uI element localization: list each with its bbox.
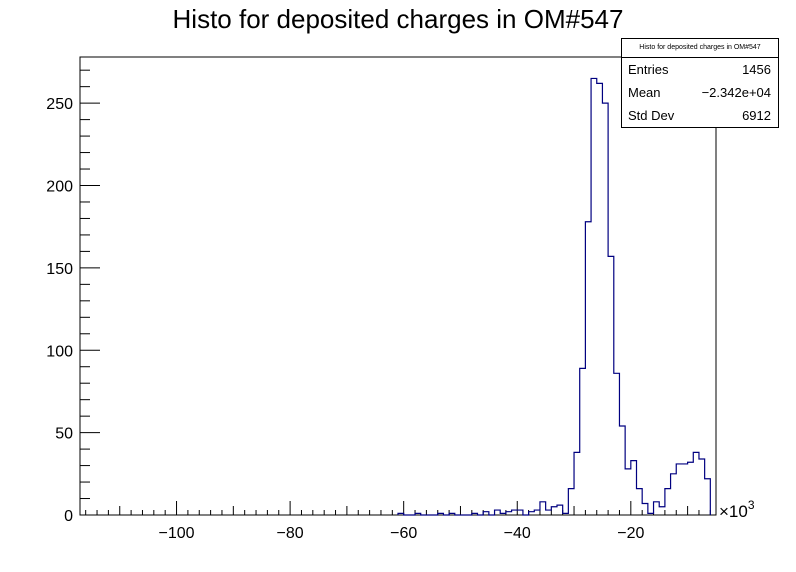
stats-row-stddev: Std Dev 6912 — [622, 104, 778, 127]
histogram-bin — [580, 368, 586, 515]
histogram-bin — [682, 464, 688, 515]
histogram-bin — [597, 83, 603, 515]
stats-value: −2.342e+04 — [701, 85, 771, 100]
histogram-bin — [517, 510, 523, 515]
histogram-bin — [534, 510, 540, 515]
histogram-bin — [705, 479, 711, 515]
histogram-bin — [637, 489, 643, 515]
histogram-bin — [642, 503, 648, 515]
histogram-bin — [574, 452, 580, 515]
histogram-bin — [665, 489, 671, 515]
x-multiplier-label: ×103 — [719, 498, 755, 521]
y-tick-label: 0 — [64, 508, 73, 525]
histogram-bin — [568, 489, 574, 515]
y-tick-label: 50 — [55, 426, 73, 443]
histogram-bin — [546, 510, 552, 515]
stats-label: Entries — [628, 62, 669, 77]
histogram-bin — [602, 103, 608, 515]
histogram-bin — [557, 505, 563, 515]
histogram-bin — [551, 507, 557, 515]
stats-value: 6912 — [742, 108, 771, 123]
x-tick-label: −20 — [617, 525, 644, 542]
stats-box-title: Histo for deposited charges in OM#547 — [622, 39, 778, 58]
histogram-bin — [699, 459, 705, 515]
y-tick-label: 200 — [46, 179, 73, 196]
histogram-series-line — [397, 77, 711, 516]
histogram-bin — [495, 510, 501, 515]
histogram-bin — [614, 373, 620, 515]
histogram-bin — [625, 469, 631, 515]
y-tick-label: 250 — [46, 96, 73, 113]
stats-row-entries: Entries 1456 — [622, 58, 778, 81]
histogram-bin — [585, 222, 591, 515]
histogram-bin — [693, 452, 699, 515]
histogram-bin — [659, 507, 665, 515]
histogram-bin — [631, 461, 637, 515]
histogram-bin — [608, 256, 614, 515]
stats-row-mean: Mean −2.342e+04 — [622, 81, 778, 104]
stats-label: Std Dev — [628, 108, 675, 123]
histogram-bin — [654, 502, 660, 515]
x-tick-label: −60 — [390, 525, 417, 542]
x-tick-label: −80 — [277, 525, 304, 542]
stats-box: Histo for deposited charges in OM#547 En… — [621, 38, 779, 128]
x-tick-label: −40 — [504, 525, 531, 542]
histogram-bin — [591, 78, 597, 515]
stats-value: 1456 — [742, 62, 771, 77]
histogram-bin — [676, 464, 682, 515]
stats-label: Mean — [628, 85, 661, 100]
histogram-bin — [688, 462, 694, 515]
histogram-bin — [512, 510, 518, 515]
chart-title: Histo for deposited charges in OM#547 — [172, 4, 624, 34]
x-multiplier-exponent: 3 — [748, 498, 755, 512]
histogram-bin — [619, 426, 625, 515]
x-tick-label: −100 — [159, 525, 195, 542]
histogram-bin — [671, 474, 677, 515]
y-tick-label: 150 — [46, 261, 73, 278]
y-tick-label: 100 — [46, 343, 73, 360]
histogram-bin — [540, 502, 546, 515]
